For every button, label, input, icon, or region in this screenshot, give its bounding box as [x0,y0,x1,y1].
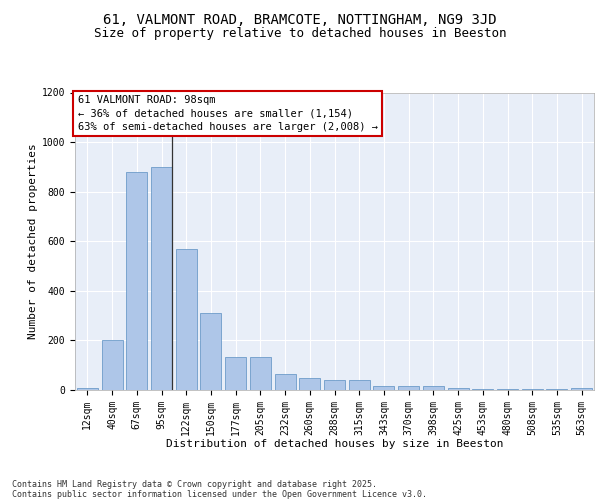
Bar [225,356,246,390]
Text: 61 VALMONT ROAD: 98sqm
← 36% of detached houses are smaller (1,154)
63% of semi-: 61 VALMONT ROAD: 98sqm ← 36% of detached… [77,96,377,132]
Text: Size of property relative to detached houses in Beeston: Size of property relative to detached ho… [94,28,506,40]
Text: 61, VALMONT ROAD, BRAMCOTE, NOTTINGHAM, NG9 3JD: 61, VALMONT ROAD, BRAMCOTE, NOTTINGHAM, … [103,12,497,26]
Bar [522,389,543,390]
Bar [448,388,469,390]
Bar [299,378,320,390]
Bar [176,248,197,390]
Bar [324,380,345,390]
Y-axis label: Number of detached properties: Number of detached properties [28,144,38,339]
Bar [571,388,592,390]
Bar [423,386,444,390]
Bar [275,374,296,390]
X-axis label: Distribution of detached houses by size in Beeston: Distribution of detached houses by size … [166,439,503,449]
Bar [77,388,98,390]
Text: Contains HM Land Registry data © Crown copyright and database right 2025.
Contai: Contains HM Land Registry data © Crown c… [12,480,427,499]
Bar [126,172,147,390]
Bar [472,389,493,390]
Bar [349,380,370,390]
Bar [250,356,271,390]
Bar [151,167,172,390]
Bar [200,313,221,390]
Bar [398,386,419,390]
Bar [547,389,568,390]
Bar [373,386,394,390]
Bar [497,389,518,390]
Bar [101,340,122,390]
